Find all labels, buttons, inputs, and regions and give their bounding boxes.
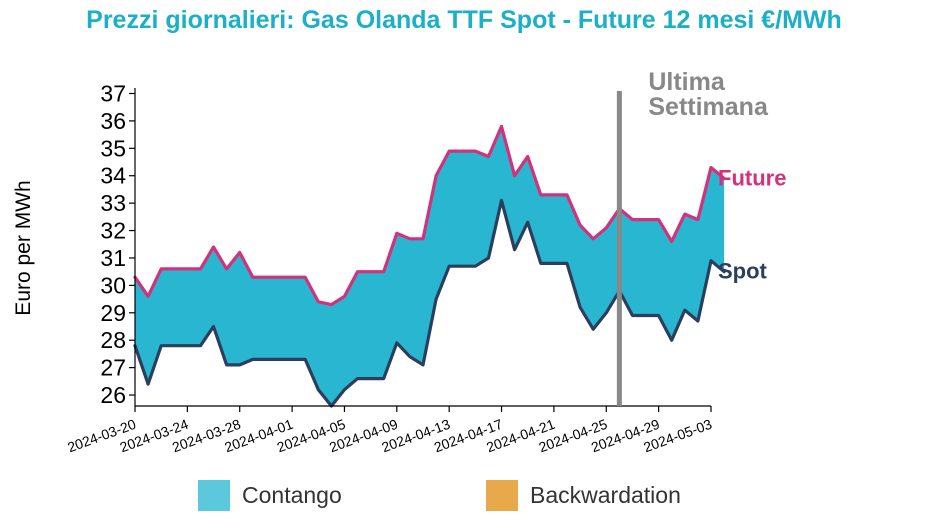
series-lines-layer (133, 124, 726, 408)
annotation-layer: Ultima Settimana (616, 68, 769, 406)
y-tick-label: 33 (100, 190, 126, 216)
chart-title: Prezzi giornalieri: Gas Olanda TTF Spot … (86, 6, 842, 34)
legend-item-backwardation: Backwardation (486, 480, 681, 511)
legend-item-contango: Contango (198, 480, 342, 511)
legend-label: Contango (242, 482, 342, 508)
y-tick-label: 36 (100, 108, 126, 134)
y-tick-label: 28 (100, 327, 126, 353)
y-axis-label: Euro per MWh (12, 180, 35, 315)
legend-swatch (486, 480, 518, 511)
legend-swatch (198, 480, 230, 511)
contango-area (135, 126, 725, 407)
y-tick-label: 26 (100, 382, 126, 408)
y-tick-label: 29 (100, 300, 126, 326)
series-label-spot: Spot (718, 259, 768, 284)
series-labels-layer: Future Spot (718, 165, 786, 283)
annotation-settimana: Settimana (648, 93, 769, 121)
legend-label: Backwardation (530, 482, 681, 508)
y-tick-label: 27 (100, 355, 126, 381)
y-tick-label: 30 (100, 272, 126, 298)
series-line-future (133, 124, 726, 307)
series-label-future: Future (718, 165, 786, 190)
y-tick-label: 32 (100, 218, 126, 244)
legend: Contango Backwardation (198, 480, 681, 511)
y-tick-label: 31 (100, 245, 126, 271)
y-tick-label: 34 (100, 163, 126, 189)
spread-area-layer (135, 126, 725, 407)
y-tick-label: 37 (100, 80, 126, 106)
y-tick-label: 35 (100, 135, 126, 161)
annotation-ultima: Ultima (648, 68, 726, 96)
series-line-spot (133, 198, 726, 408)
